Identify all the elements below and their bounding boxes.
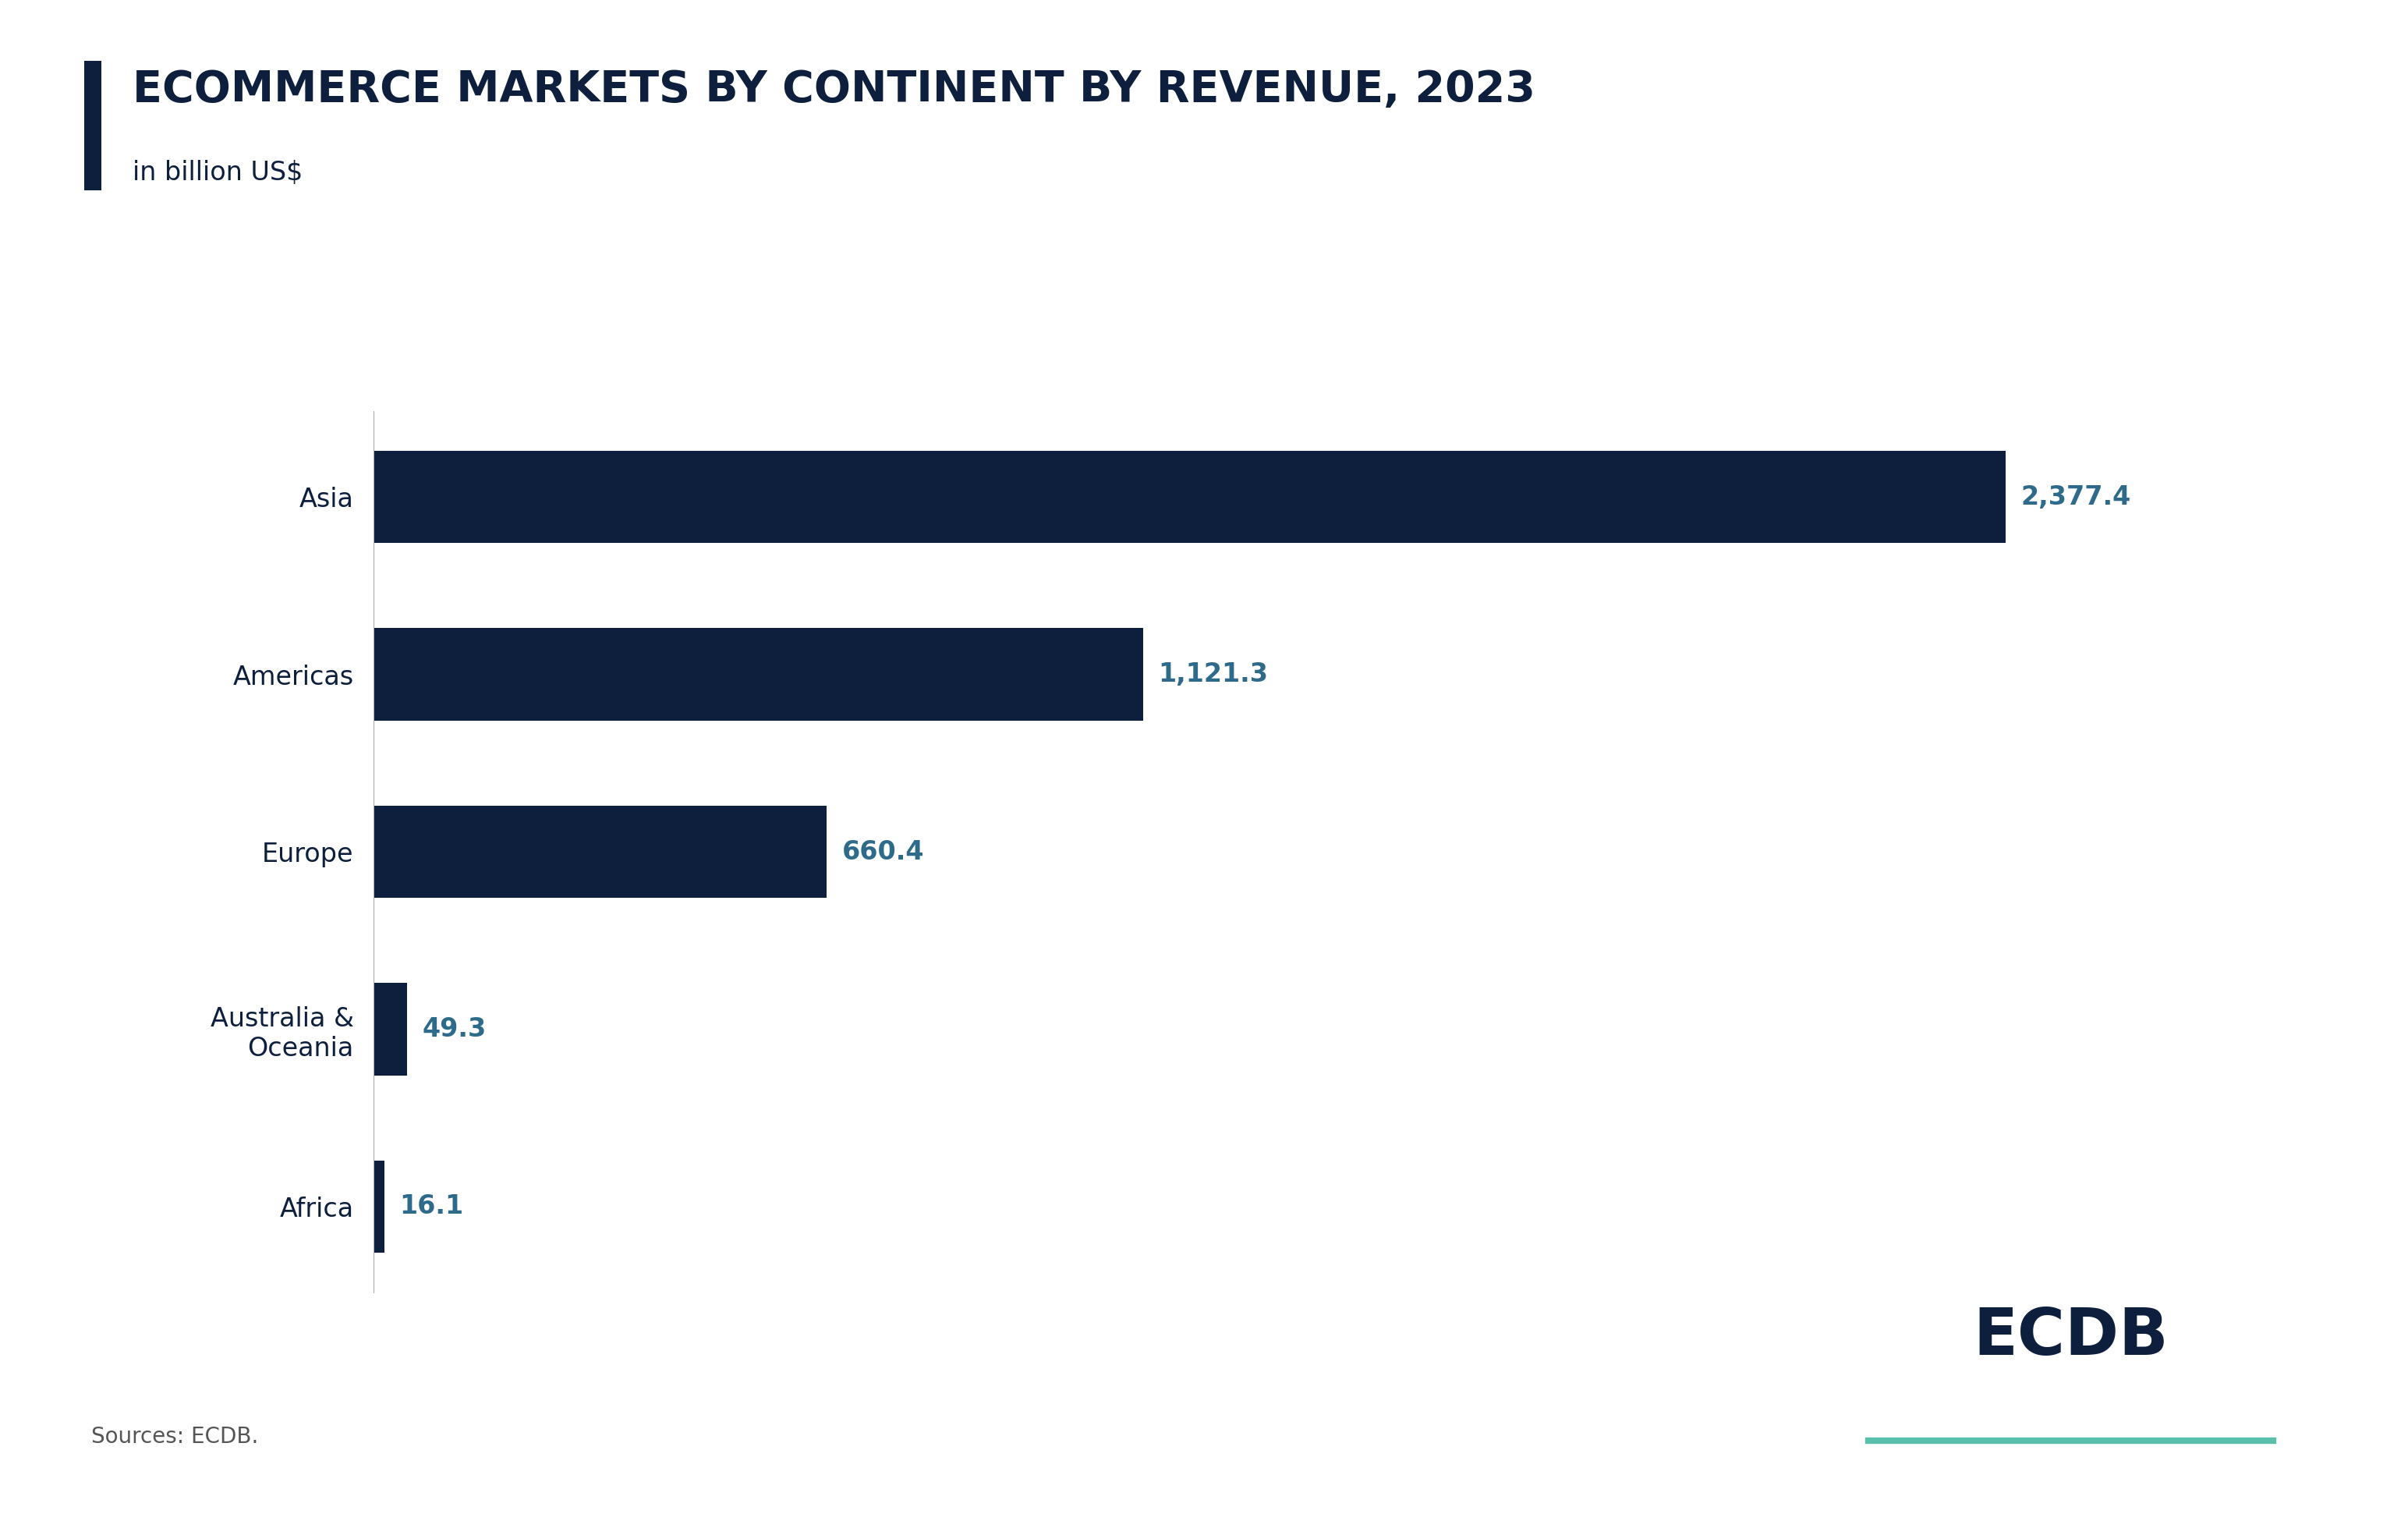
Text: in billion US$: in billion US$	[132, 160, 303, 186]
Text: 16.1: 16.1	[400, 1194, 462, 1220]
Bar	[373, 628, 1144, 721]
Text: Sources: ECDB.: Sources: ECDB.	[92, 1427, 258, 1448]
Text: 1,121.3: 1,121.3	[1158, 662, 1269, 687]
Text: 660.4: 660.4	[843, 840, 925, 864]
Bar	[373, 450, 2006, 543]
Text: 49.3: 49.3	[421, 1016, 486, 1042]
Bar	[373, 983, 407, 1075]
Bar	[373, 1161, 385, 1253]
Bar	[373, 806, 826, 897]
Text: ECDB: ECDB	[1972, 1305, 2170, 1367]
Text: 2,377.4: 2,377.4	[2020, 484, 2131, 510]
Text: ECOMMERCE MARKETS BY CONTINENT BY REVENUE, 2023: ECOMMERCE MARKETS BY CONTINENT BY REVENU…	[132, 68, 1536, 111]
